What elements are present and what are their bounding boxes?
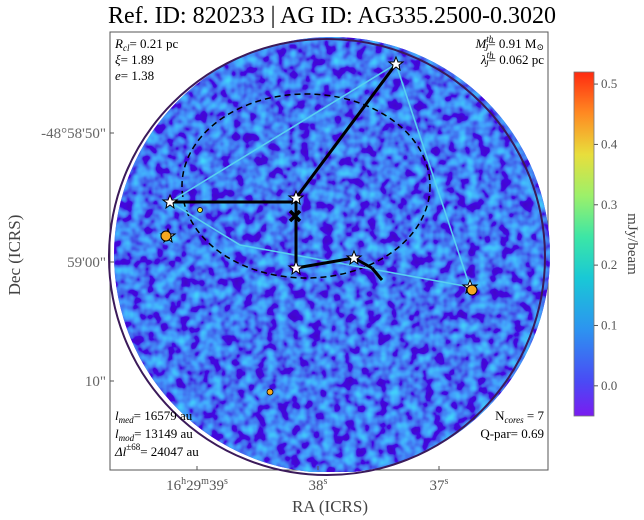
colorbar-tick-label: 0.4 — [601, 136, 618, 151]
convex-hull — [168, 63, 472, 289]
y-axis: -48°58'50" 59'00" 10" — [41, 126, 114, 390]
colorbar-tick-label: 0.3 — [601, 197, 617, 212]
y-axis-label: Dec (ICRS) — [5, 215, 24, 296]
intensity-map — [114, 37, 550, 472]
annotation-bottom-right: Ncores = 7 Q-par= 0.69 — [480, 408, 544, 441]
y-tick-label: 59'00" — [67, 255, 106, 271]
core-star — [287, 259, 305, 276]
x-tick-label: 38s — [309, 476, 328, 494]
x-axis-label: RA (ICRS) — [292, 497, 368, 516]
annotation-bottom-left: lmed= 16579 au lmod= 13149 au Δl±68= 240… — [114, 408, 199, 459]
colorbar-ticks: 0.5 0.4 0.3 0.2 0.1 0.0 — [594, 76, 618, 393]
annotation-top-left: Rcl= 0.21 pc ξ= 1.89 e= 1.38 — [114, 36, 179, 83]
emission-peaks — [160, 207, 478, 396]
svg-text:Δl±68= 24047 au: Δl±68= 24047 au — [114, 442, 199, 459]
plot-title: Ref. ID: 820233 | AG ID: AG335.2500-0.30… — [108, 3, 556, 29]
centroid-marker — [288, 209, 302, 223]
colorbar: 0.5 0.4 0.3 0.2 0.1 0.0 mJy/beam — [573, 71, 640, 417]
svg-text:lmed= 16579 au: lmed= 16579 au — [115, 408, 193, 425]
svg-text:lmod= 13149 au: lmod= 13149 au — [115, 426, 193, 443]
colorbar-gradient — [573, 71, 595, 417]
cluster-outer-circle — [108, 38, 546, 476]
y-tick-label: -48°58'50" — [41, 126, 106, 142]
colorbar-label: mJy/beam — [624, 213, 640, 275]
colorbar-tick-label: 0.5 — [601, 76, 617, 91]
x-axis: 16h29m39s 38s 37s — [166, 466, 449, 494]
svg-text:Q-par= 0.69: Q-par= 0.69 — [480, 426, 544, 441]
annotation-top-right: Mth J= 0.91 M⊙ λth J= 0.062 pc — [474, 34, 544, 69]
core-star — [387, 55, 405, 72]
y-tick-label: 10" — [85, 374, 106, 390]
core-star — [287, 189, 305, 206]
svg-text:ξ= 1.89: ξ= 1.89 — [115, 52, 154, 67]
cluster-ellipse — [181, 93, 431, 279]
colorbar-tick-label: 0.1 — [601, 317, 617, 332]
x-tick-label: 37s — [430, 476, 449, 494]
colorbar-tick-label: 0.2 — [601, 257, 617, 272]
core-star — [161, 193, 179, 210]
svg-text:Rcl= 0.21 pc: Rcl= 0.21 pc — [114, 36, 179, 53]
core-star — [345, 249, 363, 266]
svg-text:e= 1.38: e= 1.38 — [115, 68, 154, 83]
svg-text:Ncores = 7: Ncores = 7 — [495, 408, 544, 425]
x-tick-label: 16h29m39s — [166, 476, 228, 494]
colorbar-tick-label: 0.0 — [601, 378, 617, 393]
